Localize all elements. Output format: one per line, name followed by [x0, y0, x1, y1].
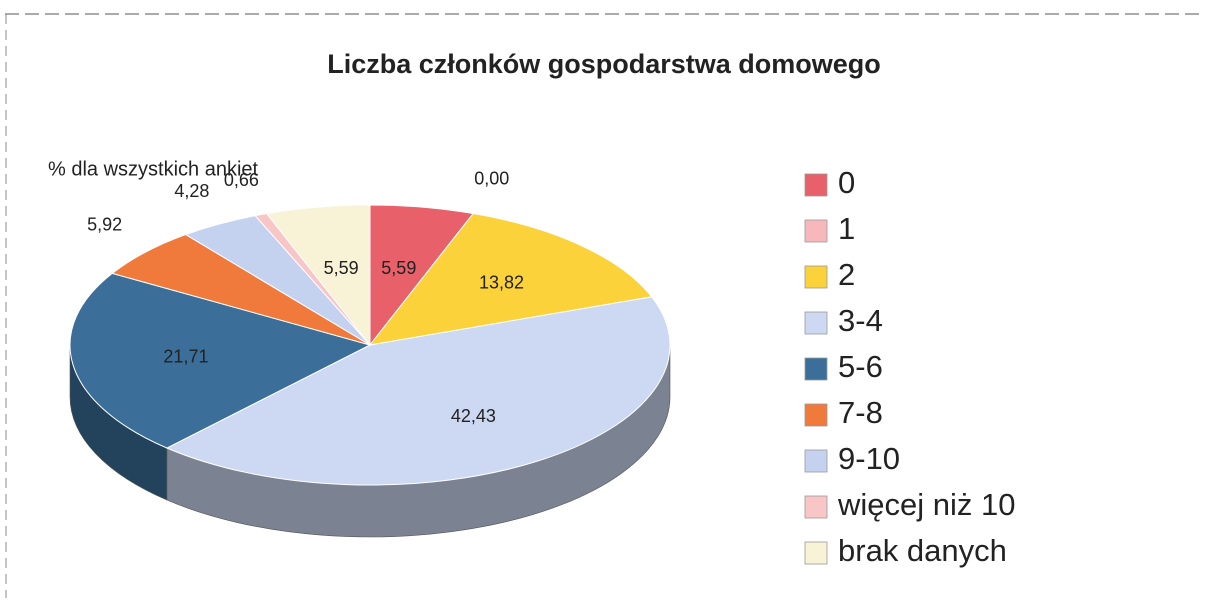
legend-label: 3-4	[838, 303, 883, 338]
legend-label: więcej niż 10	[837, 487, 1015, 522]
pie-slice	[69, 272, 372, 449]
legend-label: 5-6	[838, 349, 883, 384]
legend-swatch	[804, 173, 828, 197]
data-label: 5,59	[324, 258, 359, 278]
legend-swatch	[804, 403, 828, 427]
legend-label: 2	[838, 257, 855, 292]
data-label: 5,92	[87, 214, 122, 234]
data-label: 4,28	[174, 181, 209, 201]
legend-swatch	[804, 541, 828, 565]
legend-swatch	[804, 265, 828, 289]
legend-swatch	[804, 311, 828, 335]
legend-label: 0	[838, 165, 855, 200]
legend-label: 1	[838, 211, 855, 246]
pie-top	[69, 204, 671, 486]
labels: 5,59 0,00 13,82 42,43 21,71 5,92 4,28 0,66 5,59	[87, 169, 524, 426]
pie-slice	[165, 296, 671, 486]
data-label: 42,43	[451, 406, 496, 426]
legend: 0 1 2 3-4 5-6 7-8 9-10 więcej niż 10 brak danych	[804, 165, 1015, 568]
data-label: 0,00	[474, 169, 509, 189]
data-label: 21,71	[163, 346, 208, 366]
legend-label: 9-10	[838, 441, 900, 476]
legend-swatch	[804, 357, 828, 381]
subtitle: % dla wszystkich ankiet	[48, 158, 259, 180]
legend-label: 7-8	[838, 395, 883, 430]
pie-slice	[368, 213, 653, 346]
data-label: 0,66	[224, 170, 259, 190]
legend-label: brak danych	[838, 533, 1007, 568]
legend-swatch	[804, 219, 828, 243]
data-label: 13,82	[479, 272, 524, 292]
chart-title: Liczba członków gospodarstwa domowego	[327, 49, 881, 79]
legend-swatch	[804, 495, 828, 519]
legend-swatch	[804, 449, 828, 473]
pie-slice	[265, 204, 371, 347]
data-label: 5,59	[381, 258, 416, 278]
